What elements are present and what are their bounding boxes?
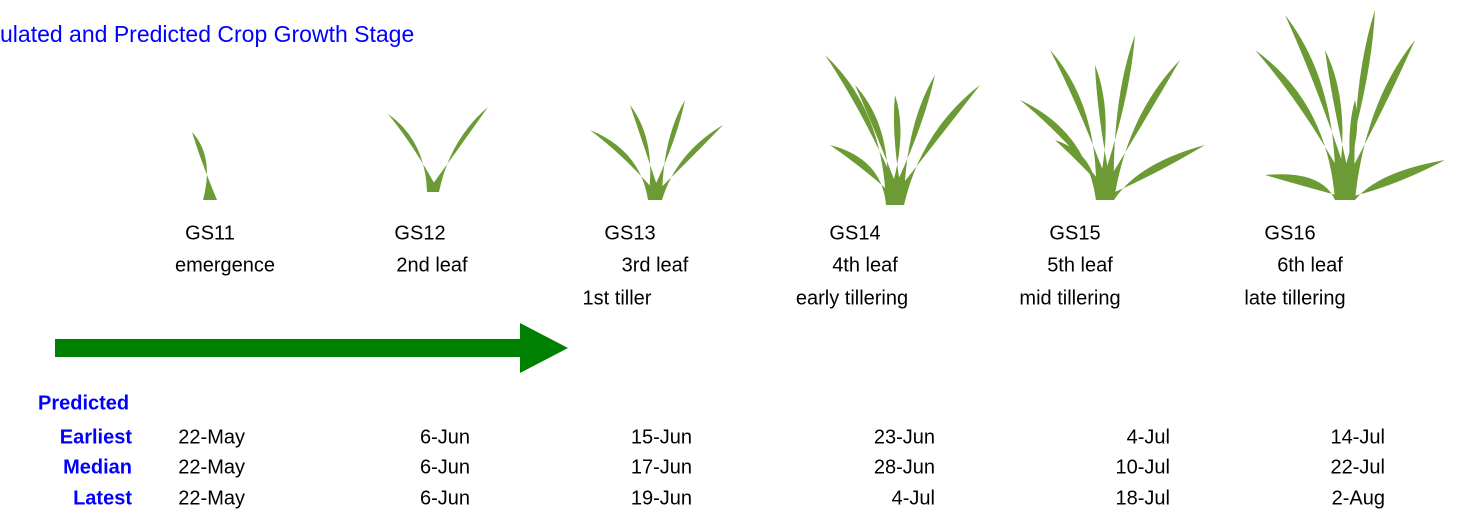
stage-detail: late tillering bbox=[1244, 287, 1345, 309]
plant-leaf bbox=[388, 114, 439, 192]
stage-name: 2nd leaf bbox=[396, 254, 468, 276]
predicted-date: 28-Jun bbox=[874, 456, 935, 478]
stage-detail: early tillering bbox=[796, 287, 908, 309]
stage-name: 6th leaf bbox=[1277, 254, 1343, 276]
growth-stage-diagram: ulated and Predicted Crop Growth Stage P… bbox=[0, 0, 1462, 517]
stage-code: GS14 bbox=[829, 222, 880, 244]
row-label: Earliest bbox=[60, 426, 133, 448]
stage-name: 3rd leaf bbox=[622, 254, 689, 276]
stage-name: 4th leaf bbox=[832, 254, 898, 276]
row-label: Latest bbox=[73, 487, 132, 509]
progress-arrow bbox=[55, 323, 568, 373]
predicted-date: 2-Aug bbox=[1332, 487, 1385, 509]
plant-leaf bbox=[192, 132, 217, 200]
predicted-date: 22-May bbox=[178, 487, 245, 509]
predicted-date: 19-Jun bbox=[631, 487, 692, 509]
plant-leaf bbox=[427, 107, 488, 192]
stage-code: GS11 bbox=[185, 222, 235, 244]
stage-name: emergence bbox=[175, 254, 275, 276]
page: {"title": "ulated and Predicted Crop Gro… bbox=[0, 0, 1462, 517]
predicted-date: 22-Jul bbox=[1331, 456, 1385, 478]
stage-code: GS12 bbox=[394, 222, 445, 244]
predicted-date: 18-Jul bbox=[1116, 487, 1170, 509]
predicted-date: 15-Jun bbox=[631, 426, 692, 448]
title: ulated and Predicted Crop Growth Stage bbox=[0, 21, 414, 47]
stage-code: GS15 bbox=[1049, 222, 1100, 244]
stage-code: GS16 bbox=[1264, 222, 1315, 244]
predicted-date: 17-Jun bbox=[631, 456, 692, 478]
predicted-date: 4-Jul bbox=[1127, 426, 1170, 448]
predicted-date: 22-May bbox=[178, 456, 245, 478]
predicted-date: 6-Jun bbox=[420, 426, 470, 448]
predicted-date: 6-Jun bbox=[420, 456, 470, 478]
predicted-date: 23-Jun bbox=[874, 426, 935, 448]
row-label: Median bbox=[63, 456, 132, 478]
stage-code: GS13 bbox=[604, 222, 655, 244]
predicted-date: 22-May bbox=[178, 426, 245, 448]
stage-detail: mid tillering bbox=[1019, 287, 1120, 309]
predicted-date: 10-Jul bbox=[1116, 456, 1170, 478]
predicted-date: 6-Jun bbox=[420, 487, 470, 509]
predicted-date: 4-Jul bbox=[892, 487, 935, 509]
stage-detail: 1st tiller bbox=[583, 287, 652, 309]
stage-name: 5th leaf bbox=[1047, 254, 1113, 276]
plant-leaf bbox=[830, 145, 904, 205]
predicted-date: 14-Jul bbox=[1331, 426, 1385, 448]
predicted-label: Predicted bbox=[38, 392, 129, 414]
